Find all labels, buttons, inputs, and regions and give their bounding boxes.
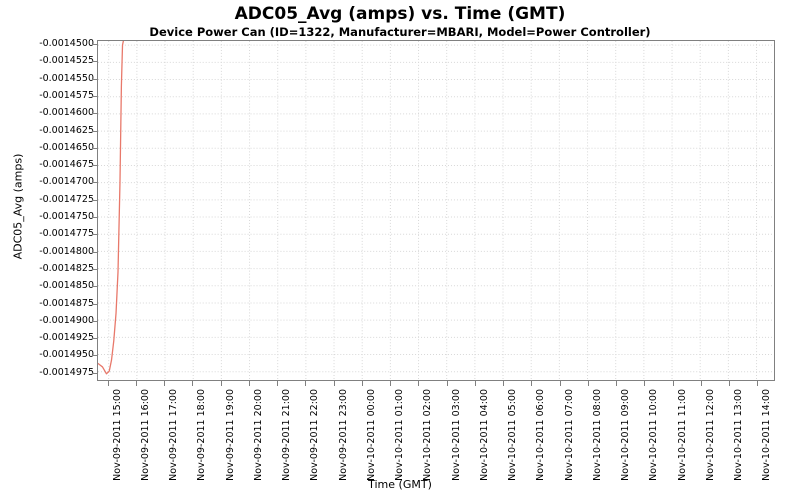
y-tick-mark bbox=[92, 44, 97, 46]
x-tick-label: Nov-10-2011 01:00 bbox=[394, 389, 406, 481]
data-series-line bbox=[98, 41, 125, 375]
x-tick-mark bbox=[644, 381, 646, 386]
x-tick-label: Nov-10-2011 09:00 bbox=[620, 389, 632, 481]
plot-area bbox=[97, 40, 775, 381]
y-tick-label: -0.0014875 bbox=[39, 297, 94, 309]
y-tick-label: -0.0014800 bbox=[39, 245, 94, 257]
x-tick-label: Nov-10-2011 03:00 bbox=[450, 389, 462, 481]
y-tick-mark bbox=[92, 355, 97, 357]
x-tick-mark bbox=[503, 381, 505, 386]
y-tick-mark bbox=[92, 113, 97, 115]
x-tick-label: Nov-10-2011 14:00 bbox=[761, 389, 773, 481]
y-tick-label: -0.0014600 bbox=[39, 107, 94, 119]
x-tick-label: Nov-10-2011 13:00 bbox=[733, 389, 745, 481]
y-tick-label: -0.0014900 bbox=[39, 314, 94, 326]
y-tick-label: -0.0014675 bbox=[39, 159, 94, 171]
y-tick-mark bbox=[92, 286, 97, 288]
x-tick-mark bbox=[418, 381, 420, 386]
y-tick-label: -0.0014925 bbox=[39, 332, 94, 344]
y-tick-label: -0.0014525 bbox=[39, 55, 94, 67]
x-tick-mark bbox=[474, 381, 476, 386]
y-tick-label: -0.0014500 bbox=[39, 38, 94, 50]
x-tick-mark bbox=[220, 381, 222, 386]
x-tick-label: Nov-09-2011 18:00 bbox=[196, 389, 208, 481]
x-tick-mark bbox=[248, 381, 250, 386]
x-tick-label: Nov-10-2011 12:00 bbox=[704, 389, 716, 481]
x-axis-label: Time (GMT) bbox=[368, 478, 432, 491]
y-tick-label: -0.0014650 bbox=[39, 141, 94, 153]
x-tick-label: Nov-10-2011 04:00 bbox=[478, 389, 490, 481]
x-tick-mark bbox=[729, 381, 731, 386]
y-tick-mark bbox=[92, 338, 97, 340]
x-tick-label: Nov-10-2011 00:00 bbox=[365, 389, 377, 481]
y-tick-label: -0.0014850 bbox=[39, 280, 94, 292]
x-tick-mark bbox=[672, 381, 674, 386]
x-tick-mark bbox=[277, 381, 279, 386]
y-tick-label: -0.0014975 bbox=[39, 366, 94, 378]
y-tick-mark bbox=[92, 147, 97, 149]
x-tick-label: Nov-09-2011 22:00 bbox=[309, 389, 321, 481]
x-tick-label: Nov-10-2011 10:00 bbox=[648, 389, 660, 481]
x-tick-mark bbox=[616, 381, 618, 386]
y-tick-mark bbox=[92, 96, 97, 98]
y-tick-mark bbox=[92, 61, 97, 63]
x-tick-label: Nov-10-2011 05:00 bbox=[507, 389, 519, 481]
y-tick-mark bbox=[92, 268, 97, 270]
y-tick-label: -0.0014625 bbox=[39, 124, 94, 136]
y-tick-mark bbox=[92, 78, 97, 80]
y-tick-label: -0.0014825 bbox=[39, 262, 94, 274]
x-tick-mark bbox=[305, 381, 307, 386]
x-tick-label: Nov-10-2011 08:00 bbox=[591, 389, 603, 481]
x-tick-mark bbox=[333, 381, 335, 386]
x-tick-mark bbox=[390, 381, 392, 386]
y-tick-mark bbox=[92, 234, 97, 236]
x-tick-label: Nov-10-2011 02:00 bbox=[422, 389, 434, 481]
y-tick-mark bbox=[92, 320, 97, 322]
y-tick-mark bbox=[92, 251, 97, 253]
x-tick-mark bbox=[446, 381, 448, 386]
x-tick-mark bbox=[587, 381, 589, 386]
y-tick-label: -0.0014750 bbox=[39, 211, 94, 223]
x-tick-mark bbox=[164, 381, 166, 386]
series-line bbox=[98, 41, 125, 375]
y-tick-label: -0.0014575 bbox=[39, 90, 94, 102]
y-tick-mark bbox=[92, 217, 97, 219]
x-tick-label: Nov-09-2011 20:00 bbox=[252, 389, 264, 481]
x-tick-mark bbox=[531, 381, 533, 386]
y-tick-label: -0.0014550 bbox=[39, 72, 94, 84]
y-tick-mark bbox=[92, 165, 97, 167]
x-tick-mark bbox=[757, 381, 759, 386]
x-tick-label: Nov-09-2011 16:00 bbox=[139, 389, 151, 481]
y-tick-mark bbox=[92, 130, 97, 132]
x-tick-mark bbox=[559, 381, 561, 386]
x-tick-label: Nov-09-2011 23:00 bbox=[337, 389, 349, 481]
y-tick-mark bbox=[92, 303, 97, 305]
y-tick-label: -0.0014725 bbox=[39, 193, 94, 205]
chart-title: ADC05_Avg (amps) vs. Time (GMT) bbox=[234, 4, 566, 24]
x-tick-label: Nov-09-2011 21:00 bbox=[281, 389, 293, 481]
x-tick-mark bbox=[135, 381, 137, 386]
x-tick-label: Nov-10-2011 07:00 bbox=[563, 389, 575, 481]
grid-lines bbox=[98, 41, 774, 380]
x-tick-label: Nov-09-2011 15:00 bbox=[111, 389, 123, 481]
x-tick-mark bbox=[361, 381, 363, 386]
chart-subtitle: Device Power Can (ID=1322, Manufacturer=… bbox=[149, 25, 651, 39]
y-tick-label: -0.0014700 bbox=[39, 176, 94, 188]
y-tick-mark bbox=[92, 372, 97, 374]
y-tick-label: -0.0014950 bbox=[39, 349, 94, 361]
x-tick-mark bbox=[107, 381, 109, 386]
x-tick-label: Nov-10-2011 06:00 bbox=[535, 389, 547, 481]
x-tick-mark bbox=[700, 381, 702, 386]
y-tick-label: -0.0014775 bbox=[39, 228, 94, 240]
x-tick-label: Nov-09-2011 17:00 bbox=[168, 389, 180, 481]
x-tick-label: Nov-09-2011 19:00 bbox=[224, 389, 236, 481]
y-tick-mark bbox=[92, 182, 97, 184]
x-tick-mark bbox=[192, 381, 194, 386]
x-tick-label: Nov-10-2011 11:00 bbox=[676, 389, 688, 481]
y-tick-mark bbox=[92, 199, 97, 201]
